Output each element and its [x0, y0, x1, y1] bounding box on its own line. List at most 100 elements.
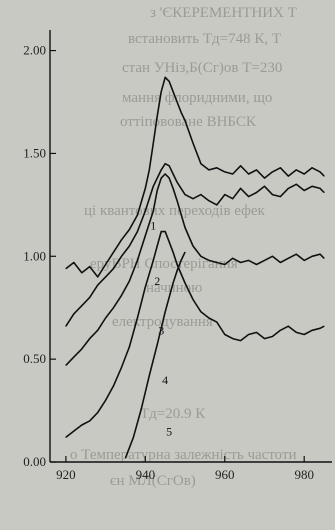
data-point-1: [97, 276, 99, 278]
data-point-4: [311, 329, 313, 331]
data-point-2: [128, 245, 130, 247]
data-point-5: [156, 344, 158, 346]
data-point-5: [180, 259, 182, 261]
data-point-3: [172, 187, 174, 189]
background-text-line: оттіпововане ВНБСК: [120, 114, 257, 130]
data-point-2: [176, 181, 178, 183]
data-point-3: [168, 177, 170, 179]
y-tick-label: 1.00: [23, 248, 46, 263]
data-point-5: [148, 375, 150, 377]
background-text-line: ці квантових переходів ефек: [84, 203, 266, 219]
data-point-3: [113, 307, 114, 309]
data-point-1: [271, 171, 273, 173]
data-point-2: [295, 183, 297, 185]
data-point-2: [113, 268, 114, 270]
data-point-4: [279, 329, 281, 331]
data-point-3: [152, 210, 154, 212]
data-point-1: [156, 115, 158, 117]
series-label-4: 4: [162, 373, 168, 387]
data-point-1: [200, 163, 202, 165]
series-labels: 1 2 3 4 5: [150, 219, 172, 439]
data-point-2: [184, 194, 186, 196]
axis-ticks: 0.00 0.50 1.00 1.50 2.00 920 940 960 980: [23, 43, 314, 482]
data-point-2: [160, 169, 162, 171]
data-point-1: [295, 169, 297, 171]
background-text-line: мання флоридними, що: [122, 90, 272, 106]
data-point-4: [128, 346, 130, 348]
background-text-line: начиною: [146, 280, 202, 296]
data-point-4: [97, 412, 99, 414]
data-point-4: [81, 424, 83, 426]
data-point-1: [240, 165, 242, 167]
data-point-1: [264, 177, 265, 179]
series-label-1: 1: [150, 219, 156, 233]
data-point-4: [264, 338, 265, 340]
data-point-4: [240, 340, 242, 342]
data-point-3: [81, 348, 83, 350]
data-point-4: [208, 317, 210, 319]
data-point-3: [164, 173, 166, 175]
data-point-2: [192, 198, 194, 200]
data-point-1: [164, 76, 166, 78]
data-point-2: [323, 192, 325, 193]
data-point-2: [208, 200, 210, 202]
data-point-3: [121, 294, 122, 296]
y-tick-label: 2.00: [23, 43, 46, 58]
data-point-2: [81, 305, 83, 307]
data-point-2: [97, 284, 99, 286]
data-point-4: [152, 259, 154, 261]
data-point-2: [216, 204, 218, 206]
data-point-2: [168, 165, 170, 167]
data-point-4: [144, 286, 146, 288]
data-point-3: [200, 255, 202, 257]
data-point-1: [144, 187, 146, 189]
data-point-1: [248, 173, 250, 175]
data-point-2: [105, 276, 107, 278]
data-point-5: [184, 251, 186, 253]
data-point-2: [152, 185, 154, 187]
data-point-1: [232, 173, 234, 175]
data-point-4: [136, 317, 138, 319]
data-point-4: [73, 430, 75, 432]
data-point-4: [168, 241, 170, 243]
background-text-line: стан УНіз,Б(Сг)ов Т=230: [122, 60, 282, 76]
data-point-1: [311, 167, 313, 169]
data-point-3: [311, 255, 313, 257]
data-point-1: [152, 142, 154, 144]
data-point-3: [208, 259, 210, 261]
background-text-line: з 'ЄКЕРЕМЕНТНИХ Т: [150, 5, 297, 21]
series-label-5: 5: [166, 424, 172, 438]
data-point-5: [140, 408, 142, 409]
data-point-4: [295, 331, 297, 333]
data-point-1: [323, 175, 325, 177]
data-point-3: [65, 364, 67, 366]
data-point-5: [172, 282, 174, 284]
data-point-2: [224, 194, 226, 196]
data-point-2: [264, 185, 265, 187]
series-label-2: 2: [154, 274, 160, 288]
series-line-1: [65, 76, 325, 278]
data-point-2: [172, 173, 174, 175]
data-point-3: [73, 356, 75, 358]
data-point-4: [303, 334, 305, 335]
data-point-2: [311, 185, 313, 187]
data-point-3: [144, 235, 146, 237]
data-point-1: [279, 167, 281, 169]
data-point-1: [256, 169, 257, 171]
data-point-3: [319, 253, 321, 255]
data-point-3: [192, 245, 194, 247]
data-point-1: [216, 167, 218, 169]
background-text-line: єн МЛ(СгОв): [110, 473, 196, 489]
series-line-5: [124, 251, 186, 459]
data-point-3: [184, 227, 186, 228]
background-text-line: встановить Tд=748 К, Т: [128, 31, 281, 47]
data-point-2: [73, 313, 75, 315]
data-point-1: [208, 169, 210, 171]
x-tick-label: 980: [294, 467, 314, 482]
data-point-3: [128, 280, 130, 282]
data-point-4: [176, 264, 178, 265]
data-point-2: [248, 196, 250, 198]
data-point-1: [113, 251, 114, 253]
data-point-3: [232, 257, 234, 259]
data-point-3: [303, 259, 305, 261]
